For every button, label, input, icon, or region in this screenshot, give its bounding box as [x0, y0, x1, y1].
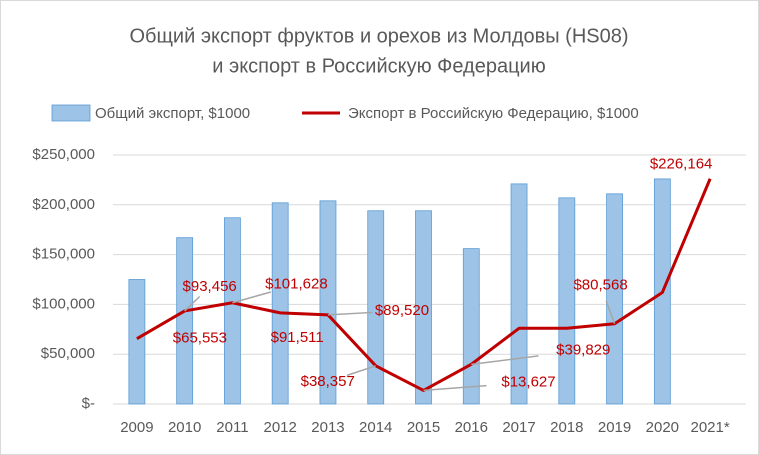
chart-title: Общий экспорт фруктов и орехов из Молдов…	[129, 25, 628, 47]
x-tick-label: 2012	[264, 419, 297, 436]
leader-line	[346, 365, 376, 377]
bar	[367, 210, 385, 405]
legend-label: Экспорт в Российскую Федерацию, $1000	[348, 105, 639, 122]
value-label: $93,456	[183, 278, 237, 295]
leader-line	[423, 384, 487, 392]
bar	[319, 200, 337, 405]
value-label: $38,357	[301, 373, 355, 390]
x-tick-label: 2019	[598, 419, 631, 436]
y-tick-label: $150,000	[32, 246, 95, 263]
value-label: $13,627	[501, 373, 555, 390]
leader-line	[605, 300, 616, 325]
bar	[462, 248, 480, 405]
value-label: $80,568	[573, 277, 627, 294]
x-tick-label: 2016	[455, 419, 488, 436]
value-label: $226,164	[650, 156, 713, 173]
bar	[415, 210, 432, 405]
bar	[271, 202, 289, 405]
x-tick-label: 2013	[311, 419, 344, 436]
x-tick-label: 2014	[359, 419, 392, 436]
y-tick-label: $250,000	[32, 146, 95, 163]
x-tick-label: 2020	[646, 419, 679, 436]
x-tick-label: 2018	[550, 419, 583, 436]
bar	[606, 193, 623, 405]
value-label: $39,829	[556, 341, 610, 358]
chart-title: и экспорт в Российскую Федерацию	[212, 55, 545, 77]
leader-line	[232, 291, 272, 304]
y-tick-label: $200,000	[32, 196, 95, 213]
value-label: $101,628	[265, 276, 328, 293]
value-label: $65,553	[173, 330, 227, 347]
bar	[224, 217, 241, 405]
x-tick-label: 2010	[168, 419, 201, 436]
legend-label: Общий экспорт, $1000	[95, 105, 250, 122]
x-tick-label: 2017	[502, 419, 535, 436]
value-label: $91,511	[271, 329, 324, 346]
bar	[128, 279, 146, 405]
x-tick-label: 2021*	[691, 419, 730, 436]
x-tick-label: 2015	[407, 419, 440, 436]
y-tick-label: $100,000	[32, 295, 95, 312]
bar	[510, 183, 528, 405]
leader-line	[184, 295, 201, 312]
y-tick-label: $-	[82, 395, 95, 412]
leader-line	[471, 355, 539, 366]
leader-line	[327, 311, 373, 316]
x-tick-label: 2009	[120, 419, 153, 436]
bar	[176, 237, 194, 405]
value-label: $89,520	[375, 302, 429, 319]
y-tick-label: $50,000	[41, 345, 95, 362]
legend-swatch	[51, 104, 91, 122]
x-tick-label: 2011	[216, 419, 248, 436]
bar	[558, 197, 576, 405]
